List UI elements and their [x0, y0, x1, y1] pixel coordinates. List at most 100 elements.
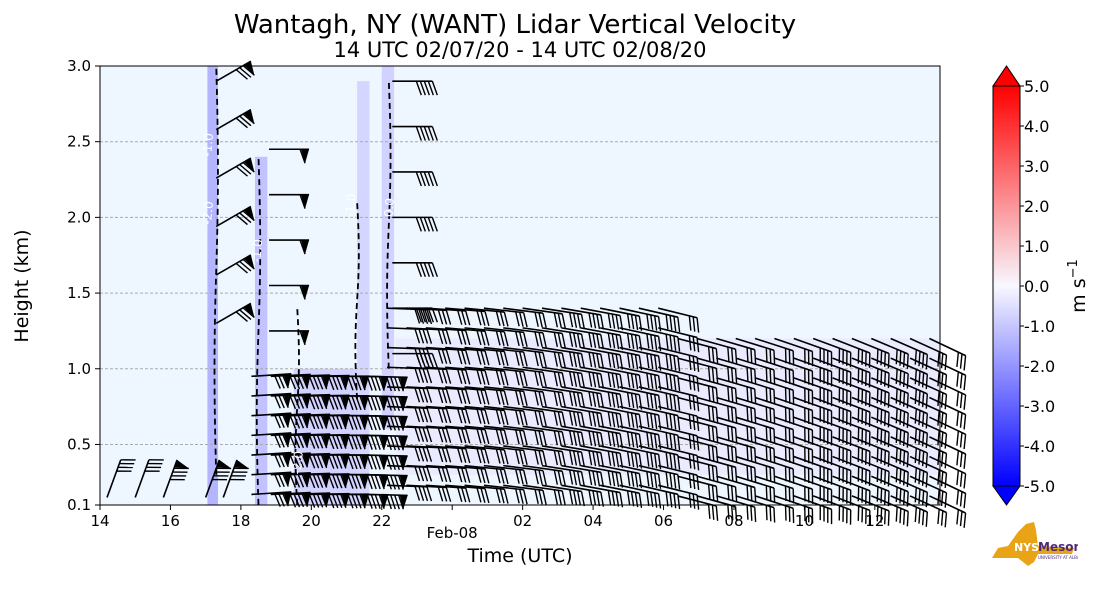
barb-line [784, 407, 787, 423]
barb-flag [174, 459, 189, 469]
barb-line [657, 493, 662, 509]
barb-line [734, 368, 738, 384]
barb-line [119, 462, 135, 465]
barb-line [480, 468, 486, 484]
x-tick-label: 12 [865, 512, 884, 530]
barb-line [692, 454, 696, 470]
barb-line [327, 434, 335, 450]
barb-shaft [541, 307, 582, 316]
barb-line [503, 390, 509, 406]
barb-line [419, 126, 426, 141]
barb-flag [380, 376, 389, 391]
contour-label: -2.0 [290, 450, 306, 475]
svg-text:NYS: NYS [1014, 541, 1039, 554]
barb-shaft [270, 373, 311, 378]
barb-line [630, 491, 635, 507]
barb-line [426, 329, 433, 344]
barb-line [673, 414, 677, 430]
barb-line [959, 432, 963, 448]
barb-shaft [251, 432, 292, 437]
barb-line [414, 387, 421, 403]
barb-line [476, 330, 482, 346]
barb-line [653, 433, 658, 449]
barb-line [293, 453, 301, 468]
barb-shaft [658, 366, 698, 378]
barb-line [397, 396, 404, 412]
barb-line [499, 409, 505, 425]
barb-line [921, 352, 925, 368]
barb-line [653, 394, 658, 410]
barb-shaft [677, 416, 717, 429]
barb-line [235, 69, 248, 80]
barb-line [457, 388, 463, 404]
barb-line [696, 337, 700, 353]
barb-line [715, 446, 719, 462]
barb-line [301, 433, 309, 448]
barb-line [289, 394, 297, 410]
wind-barb [754, 416, 795, 445]
x-tick-label: 18 [231, 512, 250, 530]
barb-shaft [774, 337, 813, 353]
barb-line [229, 478, 245, 481]
barb-line [235, 214, 248, 226]
barb-line [902, 352, 906, 368]
barb-line [596, 353, 601, 369]
barb-shaft [735, 455, 775, 470]
wind-barb [464, 366, 509, 386]
barb-line [445, 467, 452, 483]
barb-line [626, 352, 631, 368]
barb-shaft [425, 346, 466, 352]
barb-line [707, 464, 711, 480]
barb-line [688, 453, 692, 469]
barb-line [944, 394, 948, 410]
barb-shaft [832, 436, 871, 453]
barb-line [327, 454, 335, 469]
barb-line [944, 512, 948, 528]
barb-line [921, 411, 925, 427]
wind-barb [561, 386, 605, 409]
barb-line [630, 471, 635, 487]
barb-line [750, 368, 753, 384]
barb-line [239, 115, 252, 127]
barb-line [299, 194, 306, 209]
barb-line [921, 392, 925, 408]
barb-line [499, 311, 505, 327]
wind-barb [735, 455, 776, 484]
barb-shaft [812, 455, 851, 472]
barb-line [441, 368, 448, 384]
wind-barb [222, 459, 249, 498]
wind-barb [406, 445, 452, 463]
x-tick-label: 20 [302, 512, 321, 530]
barb-line [277, 374, 285, 389]
barb-line [308, 395, 316, 410]
barb-shaft [851, 436, 890, 453]
barb-line [588, 312, 593, 328]
barb-line [553, 391, 559, 407]
barb-shaft [793, 495, 832, 511]
barb-line [308, 414, 316, 430]
barb-line [750, 407, 753, 423]
barb-line [553, 430, 559, 446]
wind-barb [754, 396, 795, 425]
barb-line [327, 375, 335, 391]
wind-barb [541, 484, 586, 507]
barb-line [769, 427, 772, 443]
barb-line [273, 492, 281, 507]
barb-line [746, 504, 749, 520]
barb-line [518, 469, 524, 485]
wind-barb [251, 491, 292, 507]
wind-barb [580, 484, 624, 508]
barb-line [312, 454, 320, 469]
wind-barb [134, 459, 164, 498]
x-tick-label: 16 [161, 512, 180, 530]
barb-line [557, 431, 562, 446]
barb-line [331, 375, 339, 391]
barb-line [715, 407, 719, 423]
barb-shaft [851, 337, 890, 355]
barb-line [727, 386, 730, 402]
barb-shaft [270, 393, 311, 397]
wind-barb [890, 377, 929, 409]
barb-flag [283, 472, 292, 487]
barb-line [765, 387, 768, 403]
barb-line [707, 346, 711, 362]
